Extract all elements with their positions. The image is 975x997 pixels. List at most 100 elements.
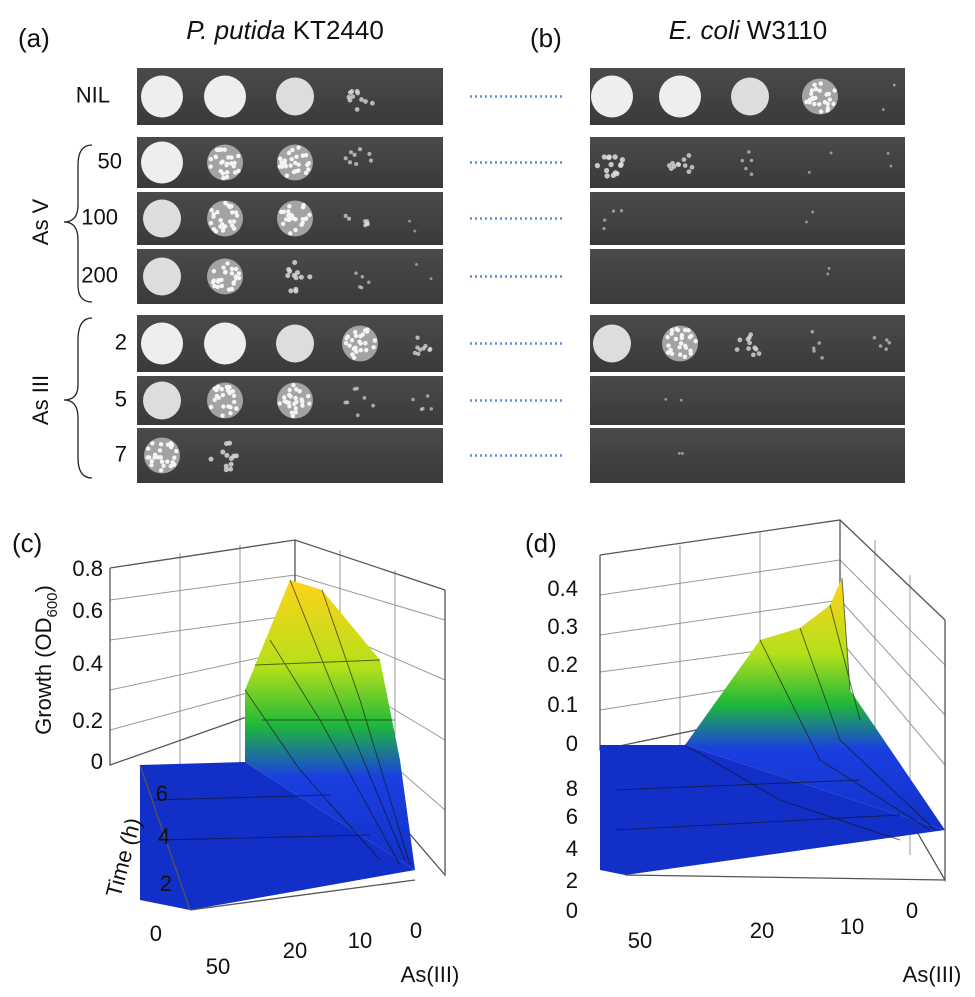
colony bbox=[665, 350, 671, 355]
colony bbox=[594, 162, 601, 169]
colony bbox=[291, 272, 297, 278]
colony bbox=[225, 261, 230, 266]
panel-label: (b) bbox=[530, 23, 562, 53]
colony bbox=[223, 463, 229, 469]
colony bbox=[149, 462, 154, 468]
row-label: 5 bbox=[115, 386, 127, 411]
colony bbox=[364, 329, 370, 334]
plot-c bbox=[109, 539, 446, 911]
colony bbox=[158, 468, 164, 473]
panel-label: (a) bbox=[18, 23, 50, 53]
colony bbox=[688, 351, 693, 356]
grid-lines bbox=[599, 532, 946, 855]
colony bbox=[277, 164, 282, 169]
colony bbox=[610, 172, 617, 178]
colony bbox=[231, 280, 237, 285]
colony bbox=[411, 397, 415, 402]
colony bbox=[287, 212, 293, 218]
colony bbox=[358, 347, 364, 353]
colony bbox=[826, 91, 831, 97]
y-tick-label: 4 bbox=[566, 836, 578, 861]
colony bbox=[425, 394, 430, 398]
colony bbox=[343, 400, 348, 405]
z-tick-label: 0.4 bbox=[547, 576, 578, 601]
colony bbox=[211, 214, 216, 219]
surface-mesh bbox=[614, 577, 936, 841]
colony bbox=[682, 354, 688, 360]
colony bbox=[168, 441, 174, 446]
colony bbox=[353, 329, 358, 335]
colony bbox=[428, 346, 433, 352]
colony bbox=[669, 328, 675, 333]
y-tick-label: 2 bbox=[160, 871, 172, 896]
colony bbox=[344, 336, 349, 341]
colony bbox=[413, 229, 417, 233]
colony bbox=[429, 407, 434, 411]
colony bbox=[141, 75, 183, 118]
colony bbox=[747, 150, 751, 154]
colony bbox=[212, 397, 217, 403]
colony bbox=[679, 398, 683, 402]
colony bbox=[172, 462, 177, 467]
title-species: P. putida bbox=[186, 15, 285, 45]
colony bbox=[812, 349, 816, 353]
colony bbox=[747, 340, 752, 346]
colony bbox=[223, 467, 229, 473]
z-tick-label: 0.2 bbox=[72, 708, 103, 733]
colony bbox=[293, 227, 298, 233]
z-tick-label: 0.2 bbox=[547, 652, 578, 677]
colony bbox=[293, 160, 298, 166]
colony bbox=[829, 151, 833, 155]
colony bbox=[669, 331, 674, 336]
colony bbox=[602, 226, 606, 231]
colony bbox=[216, 395, 221, 400]
colony bbox=[415, 335, 420, 340]
colony bbox=[744, 166, 748, 171]
panel-label: (d) bbox=[525, 528, 557, 558]
surface-mesh bbox=[149, 579, 411, 866]
colony bbox=[278, 209, 284, 215]
colony bbox=[228, 461, 234, 467]
plot-d bbox=[599, 519, 946, 883]
colony bbox=[277, 401, 282, 406]
colony bbox=[675, 161, 681, 167]
colony bbox=[677, 345, 682, 350]
colony bbox=[236, 271, 242, 276]
colony bbox=[224, 452, 230, 458]
surface-peak bbox=[245, 580, 415, 870]
colony bbox=[303, 170, 309, 176]
axis-label-text: ) bbox=[31, 585, 56, 592]
colony bbox=[293, 406, 298, 411]
colony bbox=[219, 147, 224, 152]
colony bbox=[285, 273, 291, 279]
colony bbox=[355, 413, 360, 418]
colony bbox=[299, 222, 304, 228]
colony bbox=[604, 173, 610, 179]
colony bbox=[227, 390, 232, 396]
colony bbox=[286, 400, 291, 406]
colony bbox=[749, 158, 754, 163]
colony bbox=[740, 158, 745, 163]
plate bbox=[590, 137, 905, 188]
colony bbox=[748, 332, 754, 337]
colony bbox=[229, 266, 235, 272]
z-tick-label: 0.3 bbox=[547, 614, 578, 639]
colony bbox=[297, 388, 302, 394]
colony bbox=[415, 345, 420, 350]
colony bbox=[352, 347, 358, 352]
colony bbox=[157, 448, 163, 453]
colony bbox=[363, 341, 368, 346]
colony bbox=[671, 164, 677, 169]
colony bbox=[287, 404, 292, 409]
x-tick-label: 20 bbox=[283, 938, 307, 963]
title-strain: W3110 bbox=[747, 15, 827, 45]
colony bbox=[286, 150, 292, 156]
colony bbox=[231, 393, 237, 399]
colony bbox=[296, 162, 301, 167]
colony bbox=[300, 216, 306, 222]
colony bbox=[279, 160, 284, 165]
colony bbox=[878, 344, 883, 348]
colony bbox=[286, 209, 291, 214]
colony bbox=[307, 401, 312, 406]
